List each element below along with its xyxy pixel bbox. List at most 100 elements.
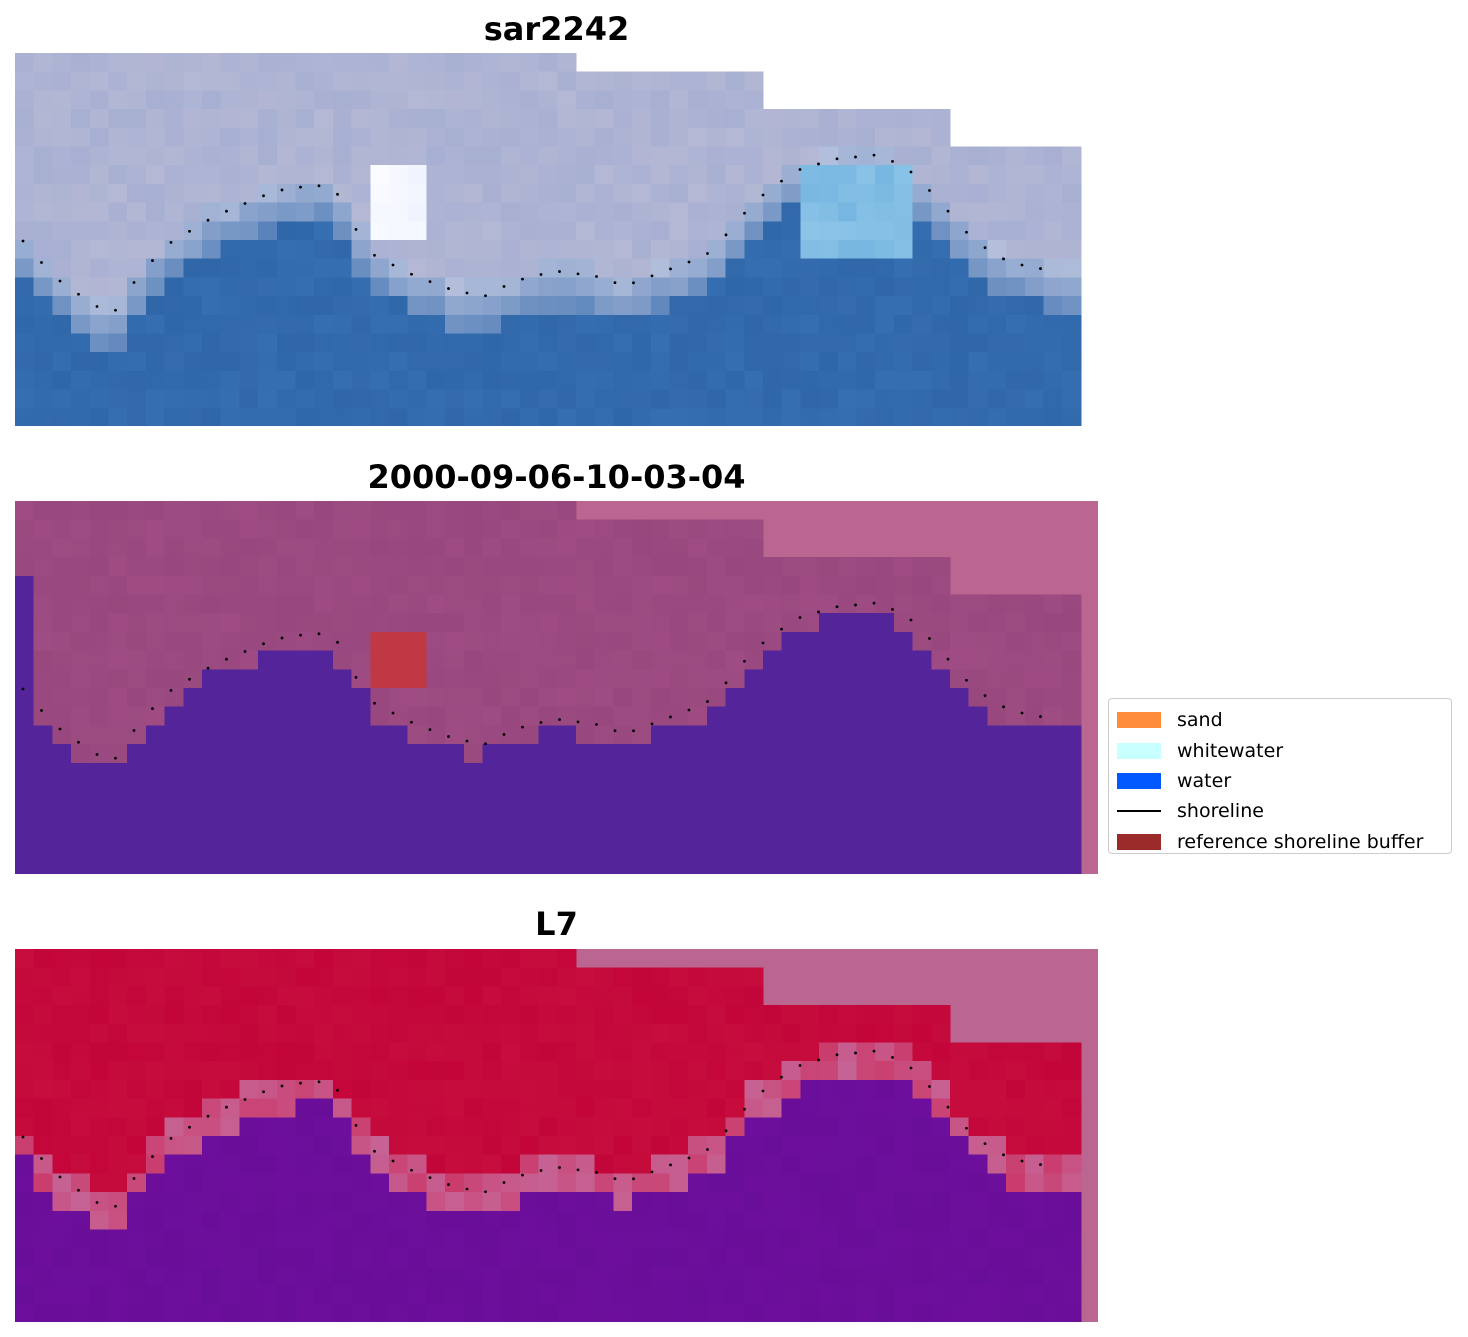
image-pixel: [800, 109, 820, 129]
image-pixel: [127, 967, 147, 987]
image-pixel: [52, 706, 72, 726]
image-pixel: [108, 1248, 128, 1268]
image-pixel: [1024, 314, 1044, 334]
image-pixel: [819, 389, 839, 409]
image-pixel: [426, 856, 446, 874]
image-pixel: [1043, 183, 1063, 204]
image-pixel: [837, 1229, 857, 1249]
image-pixel: [725, 725, 745, 745]
image-pixel: [1006, 221, 1026, 241]
image-pixel: [1006, 631, 1026, 652]
shoreline-point: [724, 1129, 728, 1133]
image-pixel: [538, 538, 558, 558]
image-pixel: [220, 258, 240, 278]
image-pixel: [276, 314, 296, 334]
image-pixel: [407, 165, 427, 185]
image-pixel: [164, 296, 184, 316]
image-pixel: [763, 856, 783, 874]
shoreline-point: [724, 233, 728, 237]
image-pixel: [519, 202, 540, 222]
image-pixel: [1024, 1098, 1044, 1118]
image-pixel: [482, 1248, 502, 1268]
image-pixel: [819, 1192, 839, 1212]
image-pixel: [145, 127, 166, 147]
image-pixel: [819, 613, 839, 633]
image-pixel: [183, 277, 203, 297]
image-pixel: [557, 949, 577, 969]
image-pixel: [875, 669, 895, 689]
image-pixel: [594, 856, 614, 874]
image-pixel: [987, 706, 1007, 726]
image-pixel: [744, 333, 764, 353]
shoreline-point: [58, 1175, 62, 1179]
image-pixel: [669, 277, 689, 297]
image-pixel: [426, 557, 446, 577]
image-pixel: [968, 1285, 988, 1305]
image-pixel: [202, 1248, 222, 1268]
image-pixel: [501, 650, 521, 670]
image-pixel: [912, 837, 932, 857]
image-pixel: [164, 1154, 184, 1174]
image-pixel: [650, 967, 670, 987]
image-pixel: [893, 762, 914, 782]
image-pixel: [52, 762, 72, 782]
image-pixel: [1062, 333, 1082, 353]
image-pixel: [314, 1023, 334, 1043]
image-pixel: [52, 949, 72, 969]
image-pixel: [15, 519, 35, 539]
image-pixel: [931, 1098, 951, 1118]
image-pixel: [295, 1304, 315, 1322]
image-pixel: [15, 1023, 35, 1043]
image-pixel: [1043, 277, 1063, 297]
image-pixel: [613, 1079, 633, 1100]
image-pixel: [613, 744, 633, 764]
image-pixel: [445, 389, 465, 409]
image-pixel: [108, 277, 128, 297]
image-pixel: [781, 762, 801, 782]
image-pixel: [519, 1117, 540, 1137]
image-pixel: [463, 296, 483, 316]
image-pixel: [613, 706, 633, 726]
image-pixel: [519, 1173, 540, 1193]
image-pixel: [632, 1023, 652, 1043]
image-pixel: [164, 109, 184, 129]
image-pixel: [688, 1079, 708, 1100]
image-pixel: [781, 333, 801, 353]
image-pixel: [258, 221, 278, 241]
image-pixel: [576, 837, 596, 857]
image-pixel: [669, 202, 689, 222]
image-pixel: [912, 818, 932, 839]
image-pixel: [987, 1304, 1007, 1322]
image-pixel: [482, 725, 502, 745]
image-pixel: [519, 744, 540, 764]
image-pixel: [688, 352, 708, 372]
image-pixel: [744, 856, 764, 874]
image-pixel: [445, 557, 465, 577]
image-pixel: [519, 1136, 540, 1156]
image-pixel: [351, 71, 371, 91]
image-pixel: [688, 127, 708, 147]
image-pixel: [164, 818, 184, 839]
image-pixel: [370, 1192, 390, 1212]
image-pixel: [295, 594, 315, 614]
image-pixel: [351, 240, 371, 260]
image-pixel: [819, 650, 839, 670]
image-pixel: [145, 650, 166, 670]
image-pixel: [819, 296, 839, 316]
image-pixel: [276, 1154, 296, 1174]
image-pixel: [314, 837, 334, 857]
image-pixel: [557, 631, 577, 652]
image-pixel: [501, 1304, 521, 1322]
image-pixel: [688, 1117, 708, 1137]
image-pixel: [669, 1023, 689, 1043]
image-pixel: [89, 277, 109, 297]
image-pixel: [650, 613, 670, 633]
legend-item-reference-buffer: reference shoreline buffer: [1117, 827, 1443, 857]
image-pixel: [183, 1173, 203, 1193]
image-pixel: [594, 1061, 614, 1081]
shoreline-point: [354, 676, 358, 679]
image-pixel: [763, 389, 783, 409]
image-pixel: [239, 1173, 259, 1193]
image-pixel: [931, 557, 951, 577]
image-pixel: [781, 1079, 801, 1100]
